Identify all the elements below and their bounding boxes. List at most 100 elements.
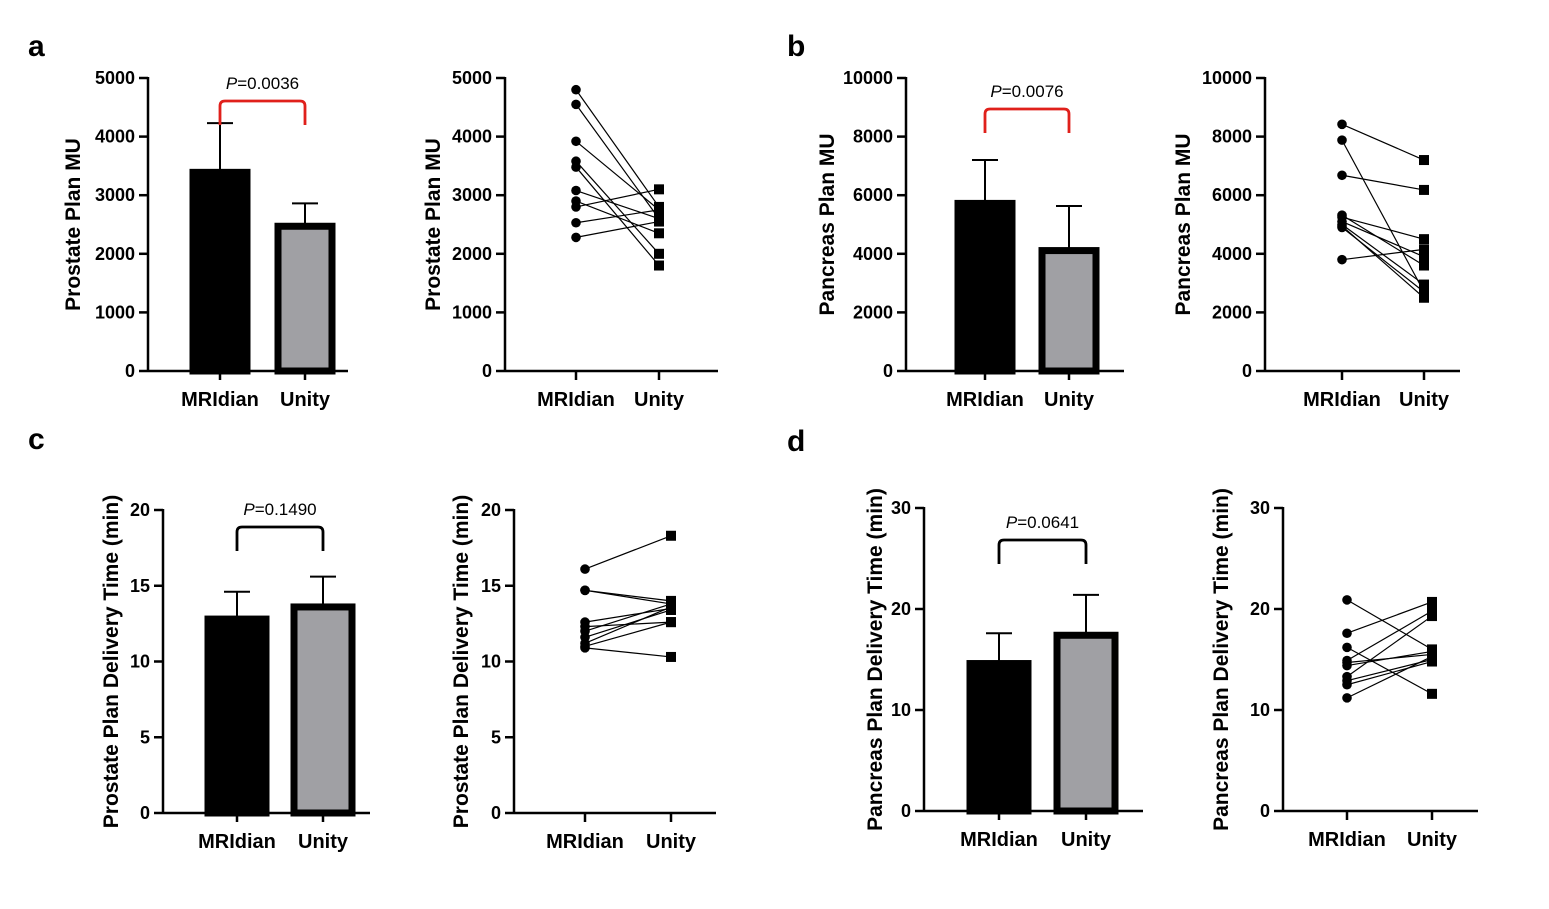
p-value-prefix: P xyxy=(1006,513,1018,532)
y-axis-label: Prostate Plan Delivery Time (min) xyxy=(450,495,473,828)
pair-line xyxy=(584,606,672,644)
point-unity xyxy=(1419,279,1429,290)
x-category-label: Unity xyxy=(646,831,697,853)
p-value-label: P=0.0076 xyxy=(990,82,1063,101)
x-category-label: Unity xyxy=(280,389,331,411)
y-tick-label: 2000 xyxy=(452,244,492,264)
chart-d-line: 0 10 20 30 MRIdian Unity Pancreas Plan Deliver… xyxy=(1210,488,1478,851)
y-axis-label: Prostate Plan Delivery Time (min) xyxy=(100,495,123,828)
y-tick-label: 20 xyxy=(130,500,150,520)
y-tick-label: 5 xyxy=(491,727,501,747)
x-category-label: MRIdian xyxy=(181,389,259,411)
point-unity xyxy=(654,260,664,271)
pair-line xyxy=(575,188,660,208)
pair-line xyxy=(1346,601,1433,634)
point-mridian xyxy=(571,217,581,228)
y-axis-label: Pancreas Plan MU xyxy=(1172,133,1195,315)
chart-a-line: 0 1000 2000 3000 4000 5000 MRIdian Unity Prostat… xyxy=(422,68,718,411)
point-unity xyxy=(1427,611,1437,622)
point-mridian xyxy=(571,185,581,196)
point-unity xyxy=(1419,234,1429,245)
point-unity xyxy=(1419,286,1429,297)
y-tick-label: 10000 xyxy=(843,68,893,88)
pair-line xyxy=(584,647,672,658)
pair-line xyxy=(1346,599,1433,650)
point-mridian xyxy=(1342,660,1352,671)
pair-line xyxy=(584,535,672,570)
pair-line xyxy=(1346,615,1433,678)
point-unity xyxy=(1419,260,1429,271)
chart-c-line: 0 5 10 15 20 MRIdian Unity Prostate Plan Delive… xyxy=(450,495,716,853)
pair-line xyxy=(575,220,660,238)
significance-bracket xyxy=(235,525,325,551)
p-value-label: P=0.0036 xyxy=(226,74,299,93)
panel-letter-c: c xyxy=(28,423,45,456)
point-mridian xyxy=(571,84,581,95)
pair-line xyxy=(1341,139,1425,293)
pair-line xyxy=(1341,174,1425,191)
point-unity xyxy=(654,184,664,195)
chart-b-bar: 0 2000 4000 6000 8000 10000 MRIdian Unity Pancre… xyxy=(816,68,1124,411)
point-mridian xyxy=(1337,170,1347,181)
y-tick-label: 30 xyxy=(891,498,911,518)
pair-line xyxy=(584,609,672,638)
bar-0 xyxy=(204,615,270,817)
y-tick-label: 4000 xyxy=(1212,244,1252,264)
y-tick-label: 10 xyxy=(481,652,501,672)
x-category-label: Unity xyxy=(1061,829,1112,851)
point-unity xyxy=(1419,184,1429,195)
significance-bracket xyxy=(218,99,307,125)
y-tick-label: 0 xyxy=(1260,801,1270,821)
bar-1 xyxy=(290,603,356,817)
pair-line xyxy=(584,621,672,628)
point-mridian xyxy=(580,585,590,596)
y-tick-label: 2000 xyxy=(95,244,135,264)
panel-letter-b: b xyxy=(787,30,805,63)
pair-line xyxy=(1346,610,1433,662)
point-mridian xyxy=(1342,642,1352,653)
x-category-label: Unity xyxy=(634,389,685,411)
point-unity xyxy=(1419,292,1429,303)
significance-bracket xyxy=(983,107,1071,133)
p-value-text: =0.0641 xyxy=(1017,513,1079,532)
pair-line xyxy=(575,209,660,224)
y-tick-label: 10 xyxy=(891,700,911,720)
x-category-label: Unity xyxy=(1044,389,1095,411)
point-mridian xyxy=(571,202,581,212)
y-tick-label: 15 xyxy=(481,576,501,596)
pair-line xyxy=(584,607,672,623)
y-tick-label: 4000 xyxy=(95,127,135,147)
pair-line xyxy=(575,189,660,220)
point-unity xyxy=(654,248,664,259)
y-axis-label: Pancreas Plan Delivery Time (min) xyxy=(864,488,887,831)
pair-line xyxy=(1341,248,1425,261)
y-axis-label: Prostate Plan MU xyxy=(62,138,85,311)
point-mridian xyxy=(571,99,581,110)
point-unity xyxy=(666,530,676,541)
x-category-label: MRIdian xyxy=(1308,829,1386,851)
point-unity xyxy=(666,651,676,662)
y-tick-label: 4000 xyxy=(452,127,492,147)
y-tick-label: 0 xyxy=(140,803,150,823)
chart-c-bar: 0 5 10 15 20 MRIdian Unity Prostate Plan Delive… xyxy=(100,495,370,853)
point-unity xyxy=(1419,155,1429,166)
y-tick-label: 20 xyxy=(891,599,911,619)
pair-line xyxy=(575,200,660,234)
point-unity xyxy=(1419,244,1429,255)
x-category-label: Unity xyxy=(298,831,349,853)
y-tick-label: 6000 xyxy=(853,185,893,205)
y-tick-label: 0 xyxy=(883,361,893,381)
y-tick-label: 0 xyxy=(491,803,501,823)
y-tick-label: 0 xyxy=(1242,361,1252,381)
y-tick-label: 0 xyxy=(482,361,492,381)
p-value-text: =0.0036 xyxy=(237,74,299,93)
point-unity xyxy=(1427,596,1437,607)
point-unity xyxy=(666,617,676,628)
pair-line xyxy=(1346,650,1433,667)
pair-line xyxy=(1341,214,1425,267)
point-unity xyxy=(1427,656,1437,667)
chart-d-bar: 0 10 20 30 MRIdian Unity Pancreas Plan Deliver… xyxy=(864,488,1143,851)
y-tick-label: 4000 xyxy=(853,244,893,264)
pair-line xyxy=(1341,216,1425,240)
